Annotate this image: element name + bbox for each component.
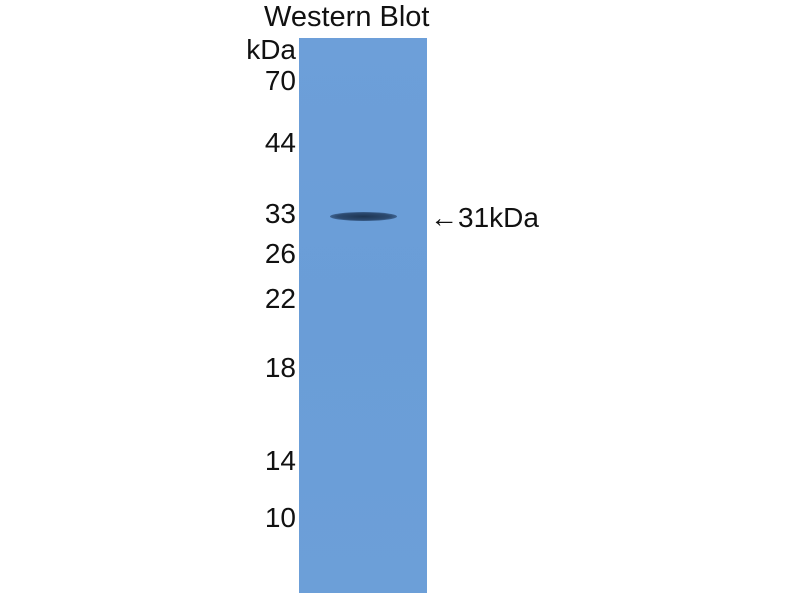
marker-44: 44: [264, 127, 296, 158]
marker-22: 22: [264, 283, 296, 314]
blot-lane: [299, 38, 427, 593]
marker-18: 18: [264, 352, 296, 383]
band-annotation: ←31kDa: [430, 202, 539, 233]
protein-band: [330, 212, 397, 221]
marker-26: 26: [264, 238, 296, 269]
marker-14: 14: [264, 445, 296, 476]
marker-33: 33: [264, 198, 296, 229]
marker-10: 10: [264, 502, 296, 533]
kda-unit-label: kDa: [246, 34, 296, 65]
figure-title: Western Blot: [264, 1, 430, 33]
marker-70: 70: [264, 65, 296, 96]
